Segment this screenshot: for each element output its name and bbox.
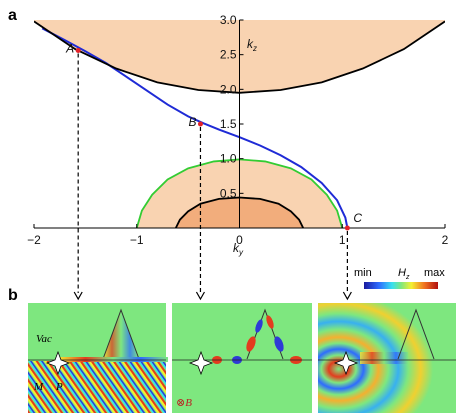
field-spot <box>255 319 263 333</box>
source-star-icon <box>333 350 359 376</box>
point-c <box>344 225 350 231</box>
magnetic-field-label: ⊗B <box>176 397 192 409</box>
arrow-head <box>73 291 83 301</box>
colorbar-gradient <box>364 282 438 289</box>
y-tick-label: 3.0 <box>220 13 237 27</box>
colorbar-min-label: min <box>354 267 372 279</box>
panel-label-a: a <box>8 7 17 24</box>
field-spot <box>246 336 256 352</box>
point-label-a: A <box>65 42 74 56</box>
arrow-head <box>342 291 352 301</box>
y-tick-label: 1.5 <box>220 117 237 131</box>
y-tick-label: 0.5 <box>220 186 237 200</box>
y-tick-label: 2.0 <box>220 82 237 96</box>
field-panel-c <box>318 303 456 413</box>
dispersion-plot: −2 −1 0 1 2 0.5 1.0 1.5 2.0 2.5 3.0 A B C kz ky <box>27 13 449 257</box>
source-star-icon <box>188 350 214 376</box>
point-b <box>197 121 203 127</box>
projection-arrows <box>73 53 352 301</box>
m-label: M <box>33 381 44 393</box>
field-spot <box>266 315 274 329</box>
point-a <box>75 48 81 54</box>
point-label-b: B <box>188 115 196 129</box>
x-tick-label: 0 <box>236 233 243 247</box>
x-axis-label: ky <box>233 241 244 257</box>
surface-mode-curve <box>41 27 349 228</box>
marked-points: A B C <box>65 42 362 231</box>
point-label-c: C <box>353 211 362 225</box>
vac-label: Vac <box>36 333 52 345</box>
colorbar-title: Hz <box>398 267 410 281</box>
y-axis-label: kz <box>247 37 257 53</box>
y-tick-label: 1.0 <box>220 152 237 166</box>
field-panel-a: Vac M P <box>28 303 168 413</box>
source-star-icon <box>45 350 71 376</box>
ridge-field <box>103 310 139 359</box>
surface-wave <box>58 357 168 362</box>
colorbar: min Hz max <box>354 267 445 289</box>
p-label: P <box>55 381 63 393</box>
field-panel-b: ⊗B <box>172 303 312 413</box>
x-tick-label: 1 <box>339 233 346 247</box>
y-tick-label: 2.5 <box>220 48 237 62</box>
panel-label-b: b <box>8 287 18 304</box>
x-tick-label: −2 <box>27 233 41 247</box>
bulk-wave-pattern <box>28 361 166 413</box>
arrow-head <box>195 291 205 301</box>
axis-ticks: −2 −1 0 1 2 0.5 1.0 1.5 2.0 2.5 3.0 <box>27 13 449 247</box>
colorbar-max-label: max <box>424 267 445 279</box>
surface-wave <box>360 352 408 364</box>
x-tick-label: 2 <box>442 233 449 247</box>
x-tick-label: −1 <box>130 233 144 247</box>
field-spot <box>274 336 284 352</box>
